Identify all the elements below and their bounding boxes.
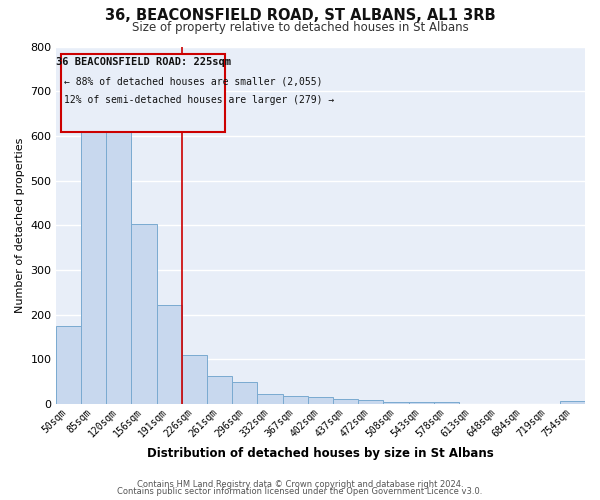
Bar — [358, 400, 383, 404]
Bar — [257, 394, 283, 404]
Bar — [81, 107, 106, 404]
Bar — [232, 382, 257, 404]
Bar — [283, 396, 308, 404]
Text: Size of property relative to detached houses in St Albans: Size of property relative to detached ho… — [131, 21, 469, 34]
Text: 12% of semi-detached houses are larger (279) →: 12% of semi-detached houses are larger (… — [64, 94, 334, 104]
Bar — [333, 398, 358, 404]
X-axis label: Distribution of detached houses by size in St Albans: Distribution of detached houses by size … — [147, 447, 494, 460]
Bar — [56, 326, 81, 404]
Bar — [182, 355, 207, 404]
FancyBboxPatch shape — [61, 54, 225, 132]
Text: Contains public sector information licensed under the Open Government Licence v3: Contains public sector information licen… — [118, 487, 482, 496]
Bar — [131, 224, 157, 404]
Bar — [383, 402, 409, 404]
Bar — [308, 397, 333, 404]
Bar — [409, 402, 434, 404]
Text: 36, BEACONSFIELD ROAD, ST ALBANS, AL1 3RB: 36, BEACONSFIELD ROAD, ST ALBANS, AL1 3R… — [104, 8, 496, 22]
Bar — [434, 402, 459, 404]
Bar — [207, 376, 232, 404]
Text: Contains HM Land Registry data © Crown copyright and database right 2024.: Contains HM Land Registry data © Crown c… — [137, 480, 463, 489]
Bar — [157, 304, 182, 404]
Bar — [560, 401, 585, 404]
Text: 36 BEACONSFIELD ROAD: 225sqm: 36 BEACONSFIELD ROAD: 225sqm — [56, 57, 230, 67]
Bar — [106, 132, 131, 404]
Text: ← 88% of detached houses are smaller (2,055): ← 88% of detached houses are smaller (2,… — [64, 77, 322, 87]
Y-axis label: Number of detached properties: Number of detached properties — [15, 138, 25, 313]
